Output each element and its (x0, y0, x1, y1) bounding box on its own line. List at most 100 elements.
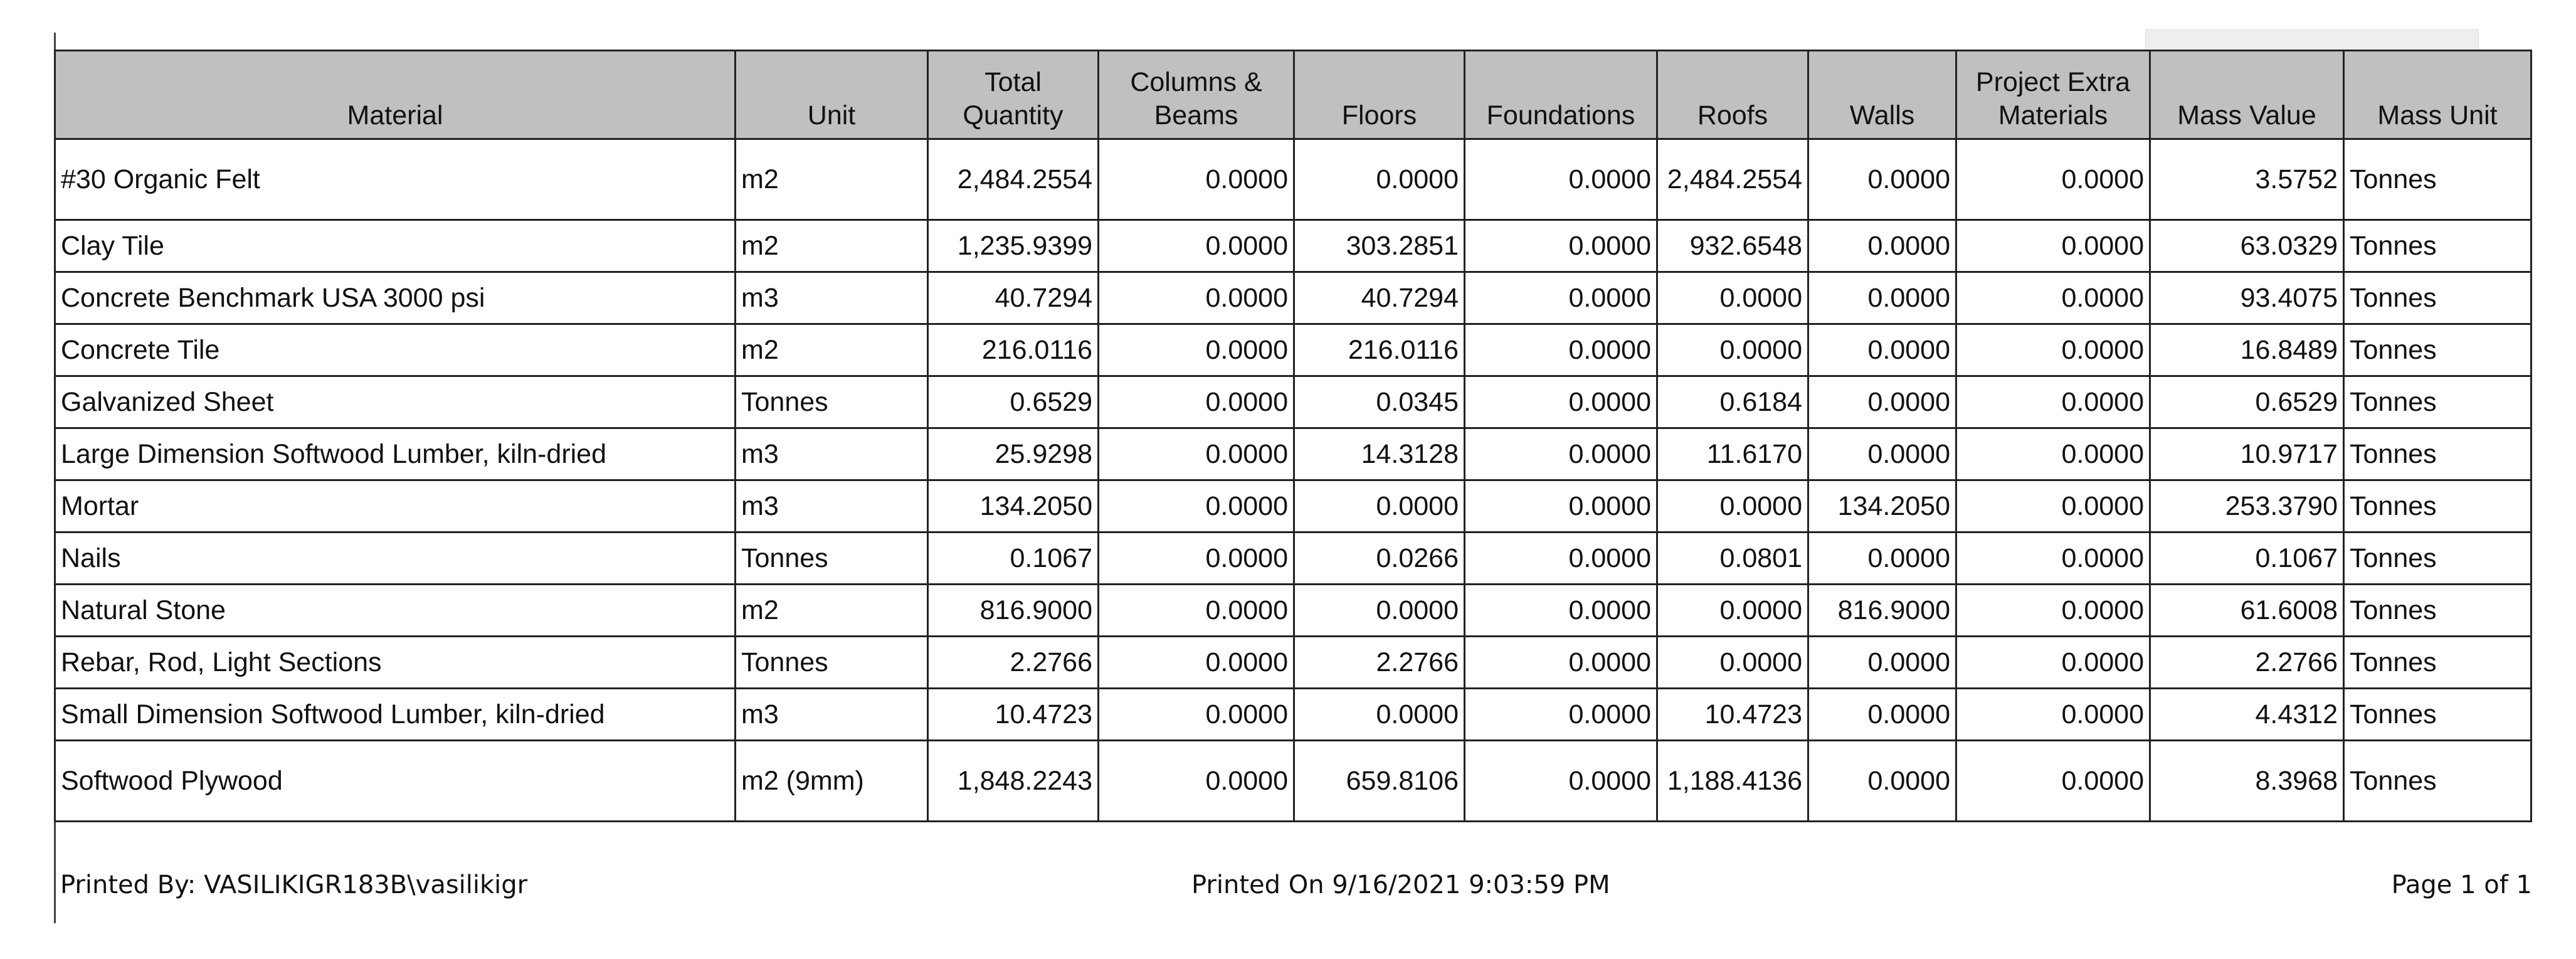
table-cell: 253.3790 (2149, 479, 2345, 533)
table-cell: 0.0000 (1955, 635, 2151, 689)
table-cell: Softwood Plywood (54, 739, 736, 822)
table-cell: 0.0266 (1293, 531, 1465, 585)
toolbar-tab (2145, 29, 2479, 51)
column-header: Roofs (1656, 50, 1809, 140)
table-cell: 0.0000 (1955, 138, 2151, 221)
table-cell: 10.4723 (927, 687, 1099, 741)
table-cell: 2.2766 (1293, 635, 1465, 689)
table-cell: Rebar, Rod, Light Sections (54, 635, 736, 689)
table-cell: 0.0000 (1464, 427, 1658, 481)
table-cell: 0.0000 (1293, 687, 1465, 741)
column-header: Walls (1807, 50, 1957, 140)
table-row: Nails Tonnes 0.1067 0.0000 0.0266 0.0000 0.080… (54, 531, 2532, 585)
table-cell: 0.0000 (1955, 687, 2151, 741)
table-cell: 0.0000 (1656, 323, 1809, 377)
table-cell: 2.2766 (927, 635, 1099, 689)
table-cell: m3 (734, 687, 929, 741)
table-cell: 16.8489 (2149, 323, 2345, 377)
table-cell: 0.0000 (1955, 323, 2151, 377)
page-number: Page 1 of 1 (2391, 871, 2532, 899)
table-cell: 10.9717 (2149, 427, 2345, 481)
table-cell: Tonnes (2343, 635, 2532, 689)
table-cell: 816.9000 (1807, 583, 1957, 637)
table-cell: 0.1067 (927, 531, 1099, 585)
table-cell: 0.0000 (1097, 531, 1295, 585)
table-cell: 2,484.2554 (1656, 138, 1809, 221)
table-cell: 0.0000 (1097, 323, 1295, 377)
table-cell: 0.0000 (1293, 583, 1465, 637)
table-cell: 0.0000 (1097, 271, 1295, 325)
table-cell: #30 Organic Felt (54, 138, 736, 221)
table-cell: 216.0116 (1293, 323, 1465, 377)
table-row: #30 Organic Felt m2 2,484.2554 0.0000 0.0000… (54, 138, 2532, 221)
table-cell: Tonnes (2343, 531, 2532, 585)
table-cell: Clay Tile (54, 219, 736, 273)
table-cell: 3.5752 (2149, 138, 2345, 221)
table-cell: 0.6184 (1656, 375, 1809, 429)
table-cell: 93.4075 (2149, 271, 2345, 325)
table-cell: 0.0000 (1807, 687, 1957, 741)
table-cell: Mortar (54, 479, 736, 533)
table-cell: 4.4312 (2149, 687, 2345, 741)
table-cell: 0.0000 (1955, 479, 2151, 533)
table-cell: 0.0000 (1955, 271, 2151, 325)
table-cell: 659.8106 (1293, 739, 1465, 822)
column-header: Foundations (1464, 50, 1658, 140)
table-cell: Large Dimension Softwood Lumber, kiln-dr… (54, 427, 736, 481)
table-cell: 0.0000 (1097, 138, 1295, 221)
table-cell: 11.6170 (1656, 427, 1809, 481)
table-cell: 0.0000 (1656, 479, 1809, 533)
table-cell: 0.0000 (1097, 375, 1295, 429)
table-cell: 1,235.9399 (927, 219, 1099, 273)
table-cell: 0.0801 (1656, 531, 1809, 585)
column-header: Mass Unit (2343, 50, 2532, 140)
table-cell: 0.0000 (1955, 583, 2151, 637)
column-header: Floors (1293, 50, 1465, 140)
table-cell: m3 (734, 479, 929, 533)
table-cell: Concrete Benchmark USA 3000 psi (54, 271, 736, 325)
table-cell: 2,484.2554 (927, 138, 1099, 221)
table-cell: Tonnes (2343, 375, 2532, 429)
table-cell: 0.0000 (1807, 138, 1957, 221)
materials-table: Material Unit Total Quantity Columns & Beam… (54, 50, 2532, 822)
table-row: Large Dimension Softwood Lumber, kiln-dr… (54, 427, 2532, 481)
table-cell: 0.0000 (1955, 219, 2151, 273)
table-cell: 0.6529 (927, 375, 1099, 429)
column-header: Total Quantity (927, 50, 1099, 140)
table-cell: 40.7294 (927, 271, 1099, 325)
table-cell: m2 (734, 323, 929, 377)
table-cell: 63.0329 (2149, 219, 2345, 273)
table-cell: Tonnes (734, 375, 929, 429)
table-cell: 932.6548 (1656, 219, 1809, 273)
table-cell: 0.0000 (1464, 271, 1658, 325)
column-header: Unit (734, 50, 929, 140)
table-cell: 0.1067 (2149, 531, 2345, 585)
table-cell: 0.0000 (1464, 479, 1658, 533)
table-row: Natural Stone m2 816.9000 0.0000 0.0000 0.000… (54, 583, 2532, 637)
table-cell: Tonnes (2343, 479, 2532, 533)
table-cell: m3 (734, 271, 929, 325)
table-cell: 61.6008 (2149, 583, 2345, 637)
table-cell: 134.2050 (1807, 479, 1957, 533)
table-cell: Concrete Tile (54, 323, 736, 377)
table-cell: 0.0000 (1464, 635, 1658, 689)
table-cell: m2 (9mm) (734, 739, 929, 822)
table-cell: 0.0000 (1097, 479, 1295, 533)
table-cell: 816.9000 (927, 583, 1099, 637)
table-row: Mortar m3 134.2050 0.0000 0.0000 0.0000 0.0000… (54, 479, 2532, 533)
table-cell: Tonnes (2343, 219, 2532, 273)
table-cell: 134.2050 (927, 479, 1099, 533)
table-cell: 0.0000 (1097, 739, 1295, 822)
table-cell: m3 (734, 427, 929, 481)
table-cell: 0.0000 (1656, 583, 1809, 637)
table-row: Concrete Tile m2 216.0116 0.0000 216.0116 0.0… (54, 323, 2532, 377)
table-cell: Small Dimension Softwood Lumber, kiln-dr… (54, 687, 736, 741)
table-cell: 8.3968 (2149, 739, 2345, 822)
table-cell: Tonnes (2343, 271, 2532, 325)
table-cell: Tonnes (2343, 427, 2532, 481)
table-cell: 0.0000 (1464, 531, 1658, 585)
column-header: Mass Value (2149, 50, 2345, 140)
table-cell: m2 (734, 583, 929, 637)
table-cell: 14.3128 (1293, 427, 1465, 481)
